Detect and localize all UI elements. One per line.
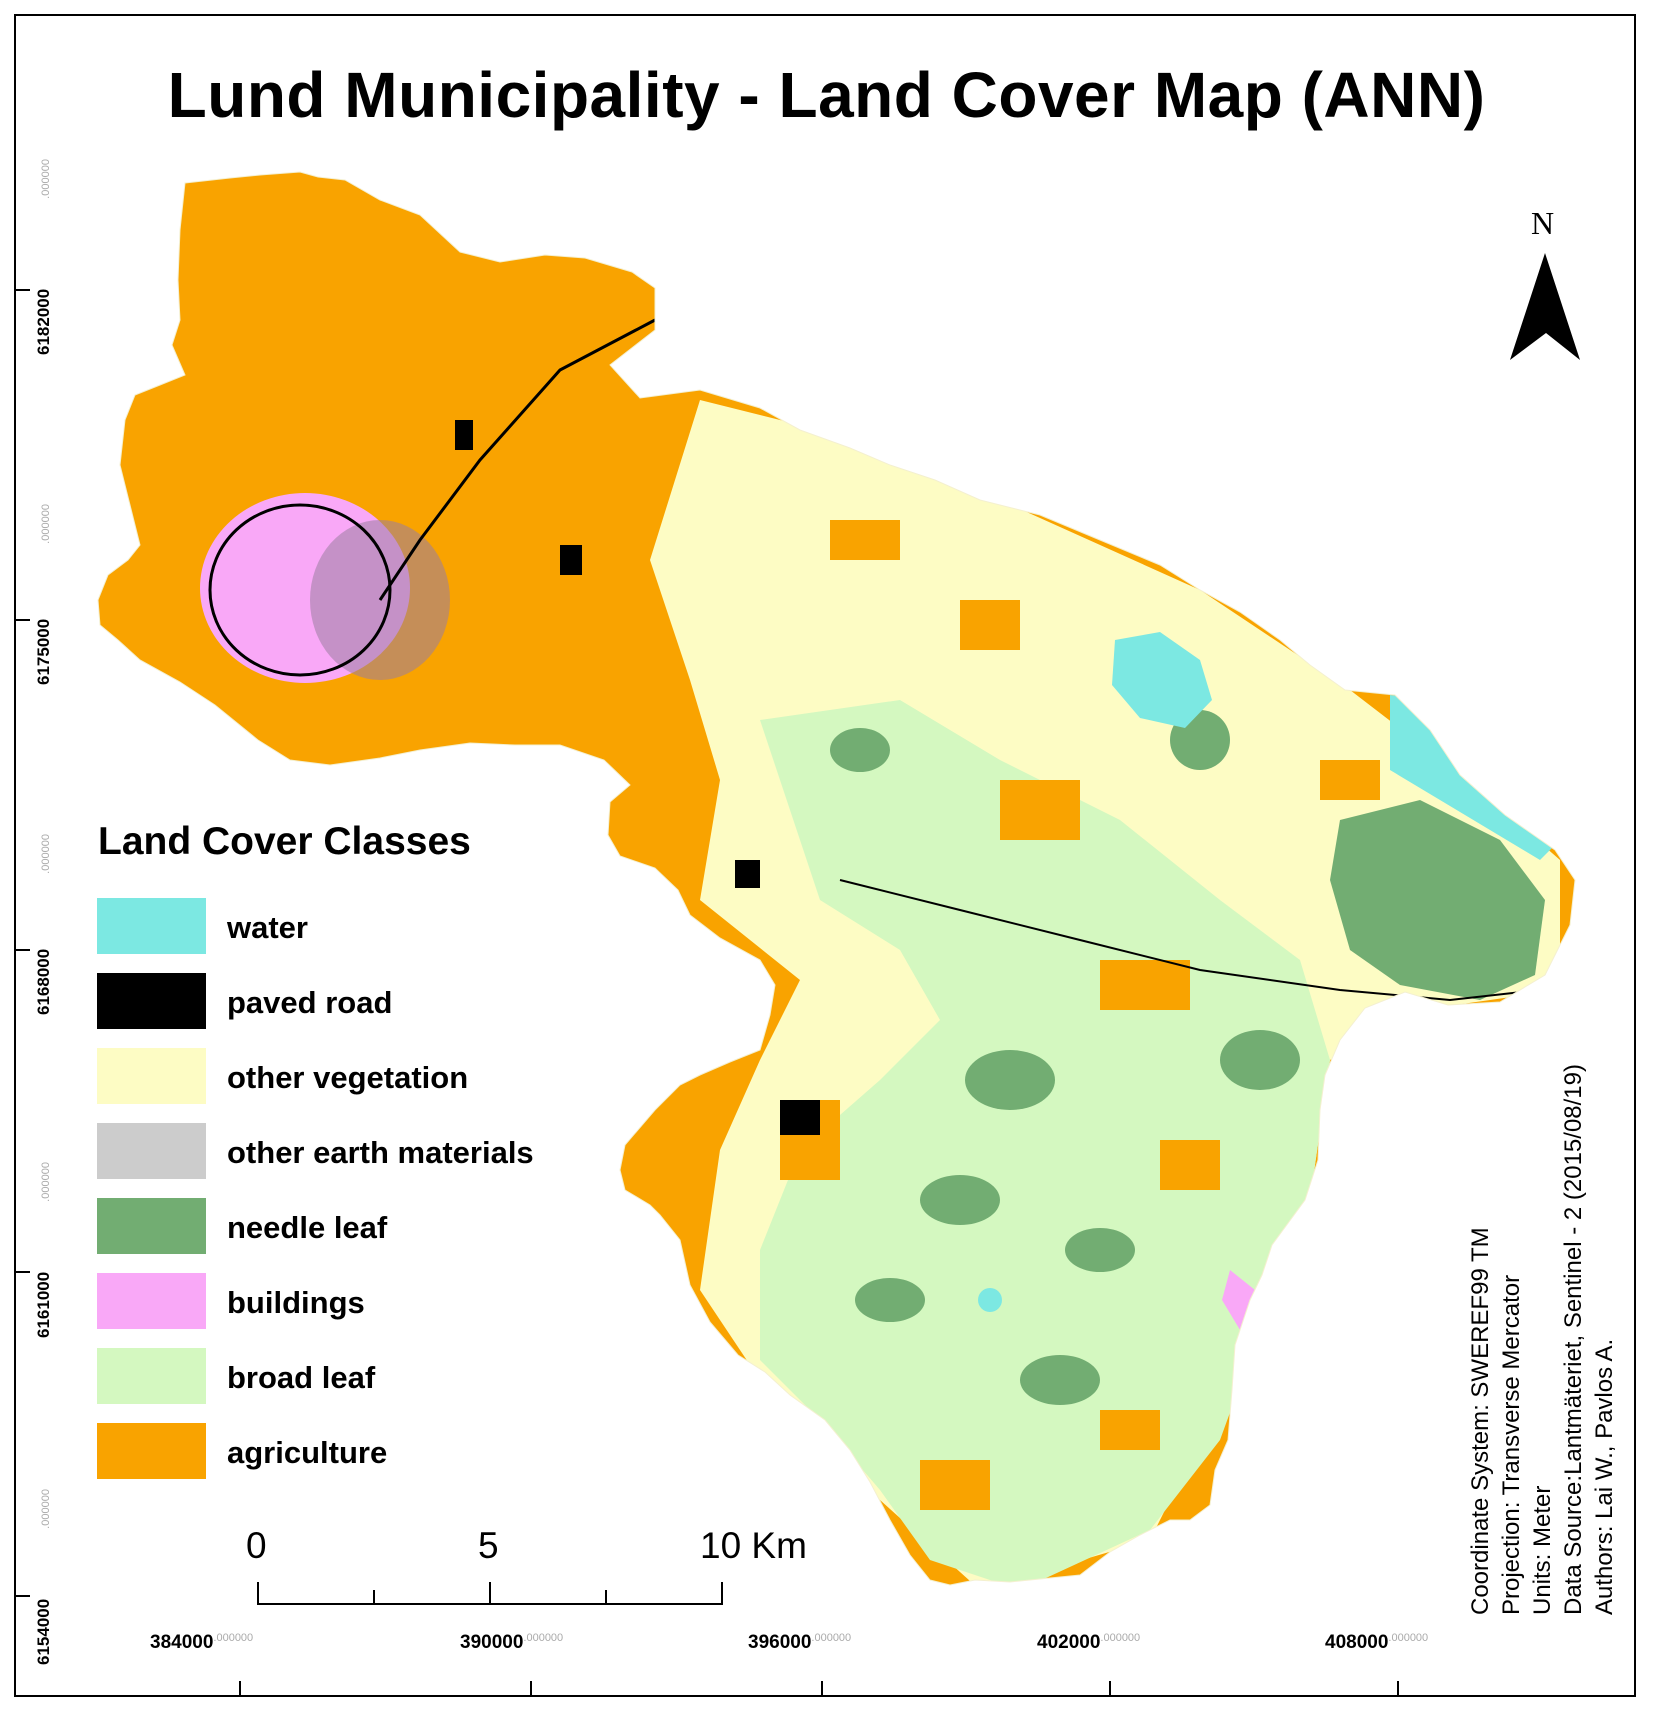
needle-leaf-patch xyxy=(830,728,890,772)
map-title: Lund Municipality - Land Cover Map (ANN) xyxy=(167,59,1486,131)
legend-label: agriculture xyxy=(227,1435,388,1470)
legend-label: buildings xyxy=(227,1285,365,1320)
legend-label: water xyxy=(227,910,308,945)
y-axis-label: 6168000.000000 xyxy=(34,834,53,1015)
scale-bar xyxy=(257,1582,723,1605)
legend-label: paved road xyxy=(227,985,393,1020)
agriculture-patch xyxy=(1160,1140,1220,1190)
paved-road-patch xyxy=(735,860,760,888)
meta-line: Projection: Transverse Mercator xyxy=(1498,1274,1525,1615)
railway-line xyxy=(378,318,656,601)
map-metadata: Coordinate System: SWEREF99 TM Projectio… xyxy=(1465,975,1625,1615)
agriculture-patch xyxy=(1100,960,1190,1010)
y-axis-ticks xyxy=(16,289,30,1597)
legend-swatch xyxy=(97,1273,206,1329)
y-axis-label: 6161000.000000 xyxy=(34,1162,53,1338)
y-axis-label: 6182000.000000 xyxy=(34,159,53,355)
broad-leaf-region xyxy=(760,700,1330,1585)
meta-line: Data Source:Lantmäteriet, Sentinel - 2 (… xyxy=(1560,1064,1587,1615)
scale-label: 0 xyxy=(246,1525,267,1566)
y-axis-label: 6154000.000000 xyxy=(34,1489,53,1665)
meta-line: Units: Meter xyxy=(1529,1485,1556,1615)
paved-road-patch xyxy=(560,545,582,575)
north-label: N xyxy=(1531,205,1555,241)
legend-swatch xyxy=(97,1048,206,1104)
meta-line: Coordinate System: SWEREF99 TM xyxy=(1467,1227,1494,1615)
scale-label: 10 Km xyxy=(700,1525,807,1566)
legend-swatch xyxy=(97,898,206,954)
paved-road-patch xyxy=(455,420,473,450)
x-axis-label: 384000.000000 xyxy=(150,1632,254,1653)
meta-line: Authors: Lai W., Pavlos A. xyxy=(1591,1338,1618,1615)
legend-swatch xyxy=(97,1198,206,1254)
x-axis-label: 408000.000000 xyxy=(1325,1632,1429,1653)
land-cover-layer xyxy=(200,318,1560,1585)
needle-leaf-patch xyxy=(1220,1030,1300,1090)
ring-road xyxy=(208,503,392,677)
legend-swatch xyxy=(97,1123,206,1179)
x-axis-label: 402000.000000 xyxy=(1037,1632,1141,1653)
legend-title: Land Cover Classes xyxy=(98,820,471,863)
legend-label: other vegetation xyxy=(227,1060,469,1095)
agriculture-patch xyxy=(960,600,1020,650)
x-axis-label: 390000.000000 xyxy=(460,1632,564,1653)
needle-leaf-patch xyxy=(965,1050,1055,1110)
legend-swatch xyxy=(97,1348,206,1404)
needle-leaf-patch xyxy=(855,1278,925,1322)
legend-label: broad leaf xyxy=(227,1360,376,1395)
paved-road-patch xyxy=(780,1100,820,1135)
lake-water xyxy=(1112,632,1212,728)
needle-leaf-patch xyxy=(1020,1355,1100,1405)
y-axis-label: 6175000.000000 xyxy=(34,504,53,685)
north-arrow-icon xyxy=(1510,253,1580,360)
legend-label: needle leaf xyxy=(227,1210,388,1245)
agriculture-patch xyxy=(1100,1410,1160,1450)
agriculture-patch xyxy=(920,1460,990,1510)
legend-swatch xyxy=(97,973,206,1029)
agriculture-patch xyxy=(830,520,900,560)
legend-swatch xyxy=(97,1423,206,1479)
scale-label: 5 xyxy=(478,1525,499,1566)
road-line xyxy=(839,879,1541,1002)
needle-leaf-patch xyxy=(920,1175,1000,1225)
legend-label: other earth materials xyxy=(227,1135,534,1170)
pond-water xyxy=(978,1288,1002,1312)
needle-leaf-forest xyxy=(1330,800,1545,1000)
agriculture-patch xyxy=(1320,760,1380,800)
x-axis-label: 396000.000000 xyxy=(748,1632,852,1653)
boundary-outline xyxy=(97,171,1576,1586)
x-axis-ticks xyxy=(239,1681,1399,1696)
agriculture-patch xyxy=(1000,780,1080,840)
needle-leaf-patch xyxy=(1065,1228,1135,1272)
